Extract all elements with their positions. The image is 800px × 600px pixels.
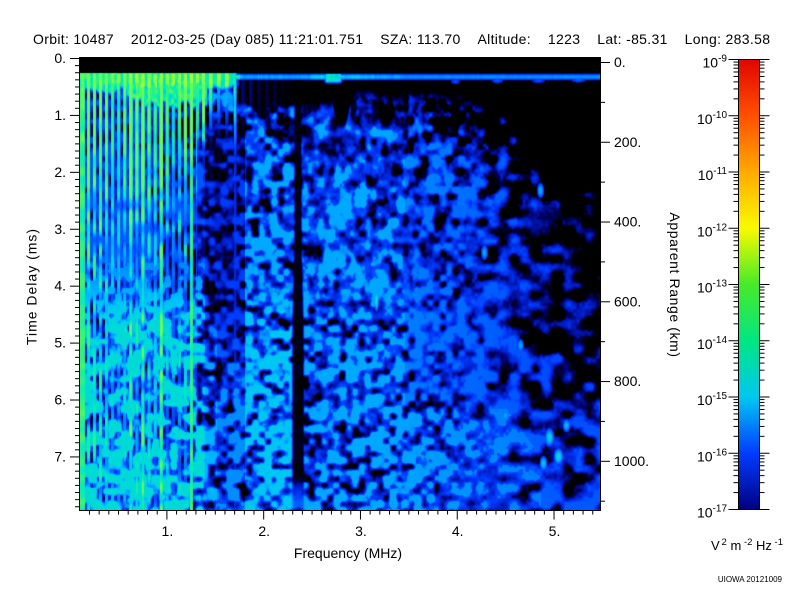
svg-text:10-16: 10-16 [697, 447, 727, 464]
svg-text:UIOWA 20121009: UIOWA 20121009 [718, 575, 783, 584]
svg-text:10-11: 10-11 [698, 166, 728, 183]
svg-text:7.: 7. [54, 448, 66, 464]
svg-text:10-13: 10-13 [697, 279, 727, 296]
svg-text:600.: 600. [614, 293, 641, 309]
svg-text:4.: 4. [54, 278, 66, 294]
svg-text:10-10: 10-10 [697, 110, 727, 127]
svg-text:1000.: 1000. [614, 453, 649, 469]
svg-text:Apparent Range (km): Apparent Range (km) [667, 212, 683, 357]
svg-text:2.: 2. [258, 523, 270, 539]
svg-text:10-17: 10-17 [697, 504, 727, 521]
svg-text:V 2 m -2 Hz -1: V 2 m -2 Hz -1 [711, 537, 783, 553]
svg-text:3.: 3. [355, 523, 367, 539]
svg-text:4.: 4. [452, 523, 464, 539]
svg-text:5.: 5. [54, 335, 66, 351]
svg-text:1.: 1. [54, 107, 66, 123]
svg-text:3.: 3. [54, 221, 66, 237]
svg-text:6.: 6. [54, 392, 66, 408]
svg-text:Orbit: 10487 2012-03-25 (Da: Orbit: 10487 2012-03-25 (Day 085) 11:21:… [33, 31, 770, 47]
svg-text:Frequency (MHz): Frequency (MHz) [294, 545, 402, 561]
svg-text:Time Delay (ms): Time Delay (ms) [24, 228, 40, 345]
svg-text:1.: 1. [162, 523, 174, 539]
svg-text:800.: 800. [614, 373, 641, 389]
svg-text:10-15: 10-15 [697, 391, 727, 408]
svg-text:10-9: 10-9 [703, 54, 728, 71]
svg-text:10-12: 10-12 [697, 222, 727, 239]
svg-text:200.: 200. [614, 134, 641, 150]
svg-text:2.: 2. [54, 164, 66, 180]
svg-text:400.: 400. [614, 214, 641, 230]
svg-text:10-14: 10-14 [697, 335, 727, 352]
svg-text:5.: 5. [549, 523, 561, 539]
svg-text:0.: 0. [614, 54, 626, 70]
svg-text:0.: 0. [54, 50, 66, 66]
